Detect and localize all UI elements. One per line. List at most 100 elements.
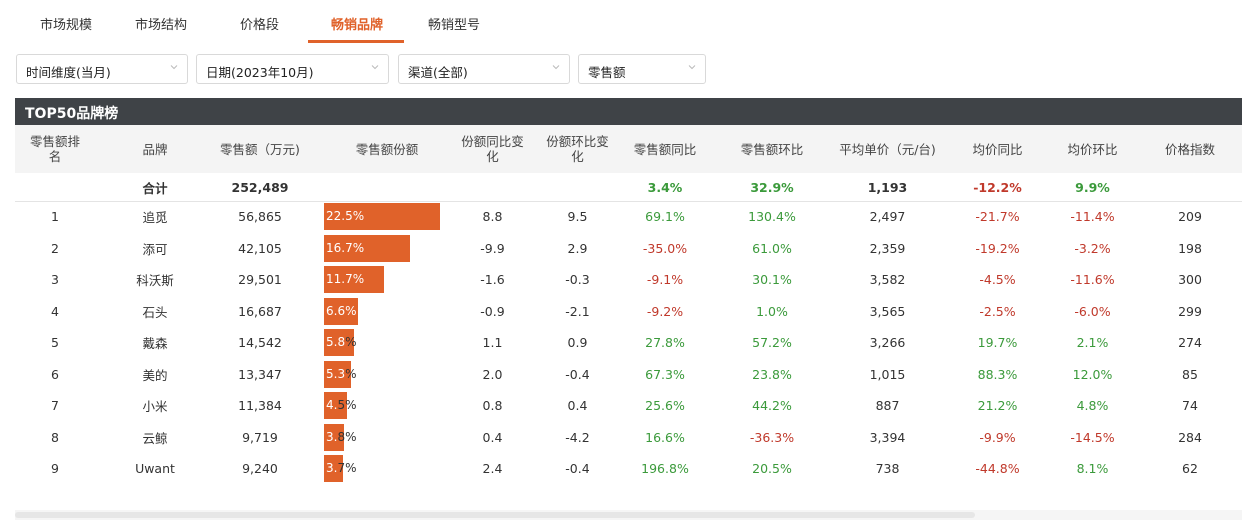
share-bar <box>324 423 344 451</box>
column-header-avg-price[interactable]: 平均单价（元/台) <box>839 141 936 157</box>
cell-rank: 3 <box>51 272 59 287</box>
metric-select[interactable]: 零售额 <box>578 54 706 84</box>
cell-rank: 1 <box>51 209 59 224</box>
column-header-brand[interactable]: 品牌 <box>142 141 168 157</box>
cell-rank: 4 <box>51 303 59 319</box>
horizontal-scrollbar[interactable] <box>15 510 1242 520</box>
share-value: 3.7% <box>326 461 357 475</box>
tab-bar: 市场规模 市场结构 价格段 畅销品牌 畅销型号 <box>0 0 1242 43</box>
column-header-sales-mom[interactable]: 零售额环比 <box>740 141 804 157</box>
cell-price-yoy: 88.3% <box>977 366 1018 382</box>
cell-rank: 2 <box>51 240 59 256</box>
cell-avg-price: 738 <box>875 461 900 476</box>
column-header-share-yoy[interactable]: 份额同比变化 <box>461 134 524 164</box>
share-value: 16.7% <box>326 240 365 255</box>
cell-brand: 云鲸 <box>142 430 168 446</box>
share-value: 6.6% <box>326 303 357 318</box>
cell-avg-price: 3,565 <box>869 303 906 319</box>
tab-price-segment[interactable]: 价格段 <box>240 18 280 33</box>
cell-price-index: 62 <box>1182 461 1198 476</box>
cell-brand: 石头 <box>142 304 168 320</box>
table-header: 零售额排名 品牌 零售额（万元) 零售额份额 份额同比变化份额环比变化 零售额同比 零售额环… <box>15 125 1242 173</box>
cell-sales-mom: 130.4% <box>748 209 796 224</box>
cell-avg-price: 2,359 <box>869 240 906 256</box>
share-cell: 4.5% <box>324 390 450 421</box>
table-total-row: 合计 252,489 3.4% 32.9% 1,193 -12.2% 9.9% <box>15 173 1242 202</box>
share-cell: 3.7% <box>324 453 450 484</box>
tab-market-size[interactable]: 市场规模 <box>40 18 93 33</box>
share-cell: 11.7% <box>324 264 450 295</box>
cell-price-yoy: -4.5% <box>979 272 1016 287</box>
share-bar <box>324 455 344 482</box>
table-row[interactable]: 5 戴森 14,542 5.8% 1.1 0.9 27.8% 57.2% 3,266 19.7% 2… <box>15 327 1242 358</box>
cell-price-mom: -6.0% <box>1074 303 1111 319</box>
cell-avg-price: 887 <box>875 398 900 413</box>
column-header-price-index[interactable]: 价格指数 <box>1164 141 1215 157</box>
cell-sales-mom: 30.1% <box>752 272 792 287</box>
cell-avg-price: 3,266 <box>869 335 906 350</box>
share-cell: 5.3% <box>324 359 450 390</box>
share-bar <box>324 234 411 262</box>
table-row[interactable]: 6 美的 13,347 5.3% 2.0 -0.4 67.3% 23.8% 1,015 88.3%… <box>15 359 1242 390</box>
cell-avg-price: 3,582 <box>869 272 906 287</box>
share-value: 4.5% <box>326 398 357 412</box>
cell-share-mom: -0.3 <box>565 272 590 287</box>
channel-select[interactable]: 渠道(全部) <box>398 54 570 84</box>
total-brand: 合计 <box>142 180 168 196</box>
column-header-price-mom[interactable]: 均价环比 <box>1067 141 1118 157</box>
tab-market-structure[interactable]: 市场结构 <box>135 18 188 33</box>
table-row[interactable]: 9 Uwant 9,240 3.7% 2.4 -0.4 196.8% 20.5% 738 -44.… <box>15 453 1242 484</box>
total-share-yoy <box>450 173 535 201</box>
cell-rank: 7 <box>51 398 59 413</box>
panel-title-bar: TOP50品牌榜 <box>15 98 1242 125</box>
cell-price-mom: 8.1% <box>1076 461 1109 476</box>
date-select[interactable]: 日期(2023年10月) <box>196 54 389 84</box>
share-bar <box>324 203 440 230</box>
column-header-sales[interactable]: 零售额（万元) <box>220 141 300 157</box>
cell-sales-mom: -36.3% <box>749 429 795 445</box>
column-header-share-mom[interactable]: 份额环比变化 <box>546 134 609 164</box>
cell-brand: 科沃斯 <box>136 273 174 288</box>
cell-price-index: 85 <box>1182 366 1198 382</box>
cell-rank: 9 <box>51 461 59 476</box>
total-sales-yoy: 3.4% <box>647 179 683 195</box>
column-header-share[interactable]: 零售额份额 <box>355 141 419 157</box>
tab-best-selling-brands[interactable]: 畅销品牌 <box>331 18 384 33</box>
panel-title: TOP50品牌榜 <box>25 106 119 122</box>
cell-sales: 42,105 <box>238 240 282 256</box>
cell-sales: 14,542 <box>238 335 282 350</box>
column-header-price-yoy[interactable]: 均价同比 <box>972 141 1023 157</box>
table-row[interactable]: 1 追觅 56,865 22.5% 8.8 9.5 69.1% 130.4% 2,497 -21.… <box>15 201 1242 232</box>
share-bar <box>324 329 354 356</box>
tab-best-selling-models[interactable]: 畅销型号 <box>428 18 481 33</box>
cell-brand: 美的 <box>142 367 168 383</box>
cell-sales-yoy: 196.8% <box>641 461 689 476</box>
cell-price-index: 274 <box>1178 335 1202 350</box>
table-row[interactable]: 2 添可 42,105 16.7% -9.9 2.9 -35.0% 61.0% 2,359 -19… <box>15 233 1242 264</box>
column-header-sales-yoy[interactable]: 零售额同比 <box>633 141 697 157</box>
table-row[interactable]: 8 云鲸 9,719 3.8% 0.4 -4.2 16.6% -36.3% 3,394 -9.9%… <box>15 422 1242 453</box>
chevron-down-icon <box>688 63 696 70</box>
cell-share-yoy: 2.4 <box>482 461 503 476</box>
cell-sales-mom: 61.0% <box>752 240 792 256</box>
time-dimension-value: 时间维度(当月) <box>26 65 111 80</box>
table-row[interactable]: 3 科沃斯 29,501 11.7% -1.6 -0.3 -9.1% 30.1% 3,582 -4… <box>15 264 1242 295</box>
table-row[interactable]: 7 小米 11,384 4.5% 0.8 0.4 25.6% 44.2% 887 21.2% 4.8… <box>15 390 1242 421</box>
share-value: 3.8% <box>326 429 357 444</box>
cell-share-mom: 0.4 <box>567 398 588 413</box>
cell-price-index: 284 <box>1178 429 1202 445</box>
cell-sales-mom: 20.5% <box>752 461 792 476</box>
table-row[interactable]: 4 石头 16,687 6.6% -0.9 -2.1 -9.2% 1.0% 3,565 -2.5%… <box>15 296 1242 327</box>
scrollbar-thumb[interactable] <box>15 512 975 518</box>
cell-price-index: 198 <box>1178 240 1202 256</box>
cell-price-mom: 12.0% <box>1072 366 1113 382</box>
cell-share-mom: -2.1 <box>565 303 590 319</box>
active-tab-indicator <box>308 40 404 43</box>
share-cell: 16.7% <box>324 233 450 264</box>
column-header-rank[interactable]: 零售额排名 <box>29 134 80 164</box>
cell-share-mom: -4.2 <box>565 429 590 445</box>
time-dimension-select[interactable]: 时间维度(当月) <box>16 54 188 84</box>
metric-value: 零售额 <box>588 65 626 80</box>
cell-price-yoy: 21.2% <box>977 398 1018 413</box>
cell-brand: 添可 <box>142 241 168 257</box>
